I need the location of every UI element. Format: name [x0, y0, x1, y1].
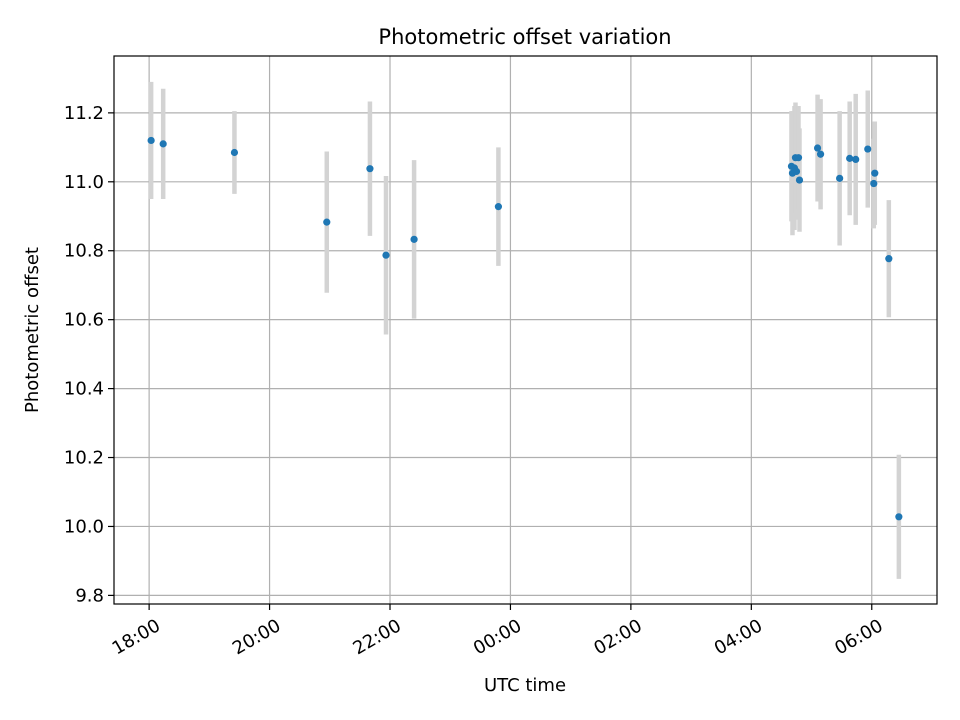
y-axis: 9.8 10.0 10.2 10.4 10.6 10.8 11.0 11.2	[64, 103, 114, 606]
y-tick-label: 10.6	[64, 310, 104, 331]
data-point	[846, 154, 854, 162]
data-point	[836, 174, 844, 182]
data-point	[870, 179, 878, 188]
y-tick-label: 10.0	[64, 516, 104, 537]
data-point	[871, 169, 879, 177]
data-point	[816, 150, 825, 158]
data-point	[852, 155, 860, 163]
data-point	[494, 203, 503, 211]
data-point	[230, 148, 239, 157]
data-point	[885, 255, 893, 263]
data-point	[792, 167, 801, 176]
data-point	[794, 154, 803, 162]
data-point	[382, 251, 390, 259]
data-point	[159, 140, 167, 148]
plot-frame	[113, 55, 938, 605]
point-layer	[147, 136, 903, 521]
y-tick-label: 9.8	[75, 585, 104, 606]
y-tick-label: 10.8	[64, 241, 104, 262]
chart-title: Photometric offset variation	[378, 25, 671, 49]
y-tick-label: 10.2	[64, 448, 104, 469]
y-tick-label: 10.4	[64, 379, 104, 400]
data-point	[366, 165, 374, 173]
grid-layer	[114, 56, 937, 604]
y-axis-label: Photometric offset	[22, 247, 43, 413]
data-point	[410, 235, 418, 243]
data-point	[895, 513, 903, 521]
data-point	[147, 136, 155, 145]
x-axis-label: UTC time	[484, 675, 566, 696]
y-tick-label: 11.2	[64, 103, 104, 124]
data-point	[323, 218, 331, 226]
data-point	[813, 144, 822, 152]
data-point	[795, 176, 804, 184]
data-point	[864, 145, 872, 153]
y-tick-label: 11.0	[64, 172, 104, 193]
